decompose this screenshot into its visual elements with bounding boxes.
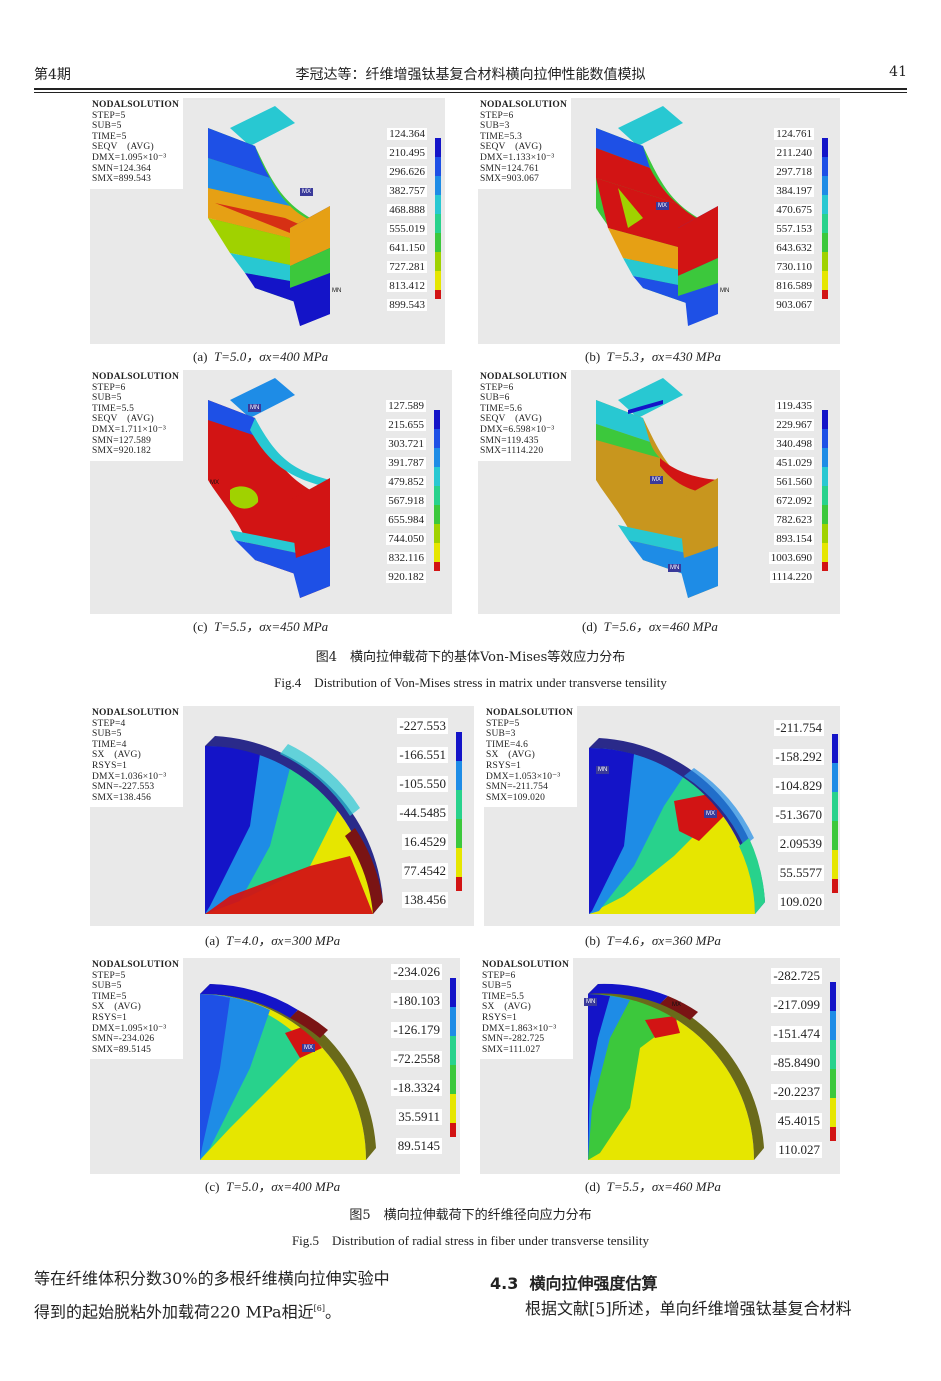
color-legend: 127.589 215.655 303.721 391.787 479.852 … — [370, 400, 440, 590]
fig4-sublabel-b: (b) T=5.3，σx=430 MPa — [585, 349, 721, 364]
fiber-contour-plot — [588, 983, 764, 1160]
fig4-sublabel-d: (d) T=5.6，σx=460 MPa — [582, 619, 718, 634]
result-info-box: NODALSOLUTION STEP=6 SUB=5 TIME=5.5 SX (AV… — [480, 958, 574, 1060]
fig5-panel-d: NODALSOLUTION STEP=6 SUB=5 TIME=5.5 SX (AV… — [480, 958, 840, 1174]
result-info-box: NODALSOLUTION STEP=4 SUB=5 TIME=4 SX (AVG)… — [90, 706, 184, 808]
citation: [6] — [313, 1304, 325, 1313]
min-marker: MN — [584, 998, 598, 1006]
min-marker: MN — [332, 288, 342, 294]
min-marker: MN — [596, 766, 610, 774]
fig4-caption-cn: 图4 横向拉伸载荷下的基体Von-Mises等效应力分布 — [315, 650, 626, 665]
fig5-sublabel-a: (a) T=4.0，σx=300 MPa — [205, 933, 341, 948]
matrix-contour-plot — [208, 106, 330, 326]
result-info-box: NODALSOLUTION STEP=6 SUB=5 TIME=5.5 SEQV (… — [90, 370, 184, 461]
body-text-right-1: 根据文献[5]所述，单向纤维增强钛基复合材料 — [525, 1299, 852, 1318]
color-legend: -282.725 -217.099 -151.474 -85.8490 -20.… — [756, 968, 836, 1171]
body-text-left-1: 等在纤维体积分数30%的多根纤维横向拉伸实验中 — [34, 1269, 390, 1288]
fig5-sublabel-b: (b) T=4.6，σx=360 MPa — [585, 933, 721, 948]
issue-number: 第4期 — [34, 67, 71, 83]
fig5-panel-b: NODALSOLUTION STEP=5 SUB=3 TIME=4.6 SX (AV… — [484, 706, 840, 926]
header-rule — [34, 88, 907, 90]
fiber-contour-plot — [205, 736, 383, 914]
color-legend: -211.754 -158.292 -104.829 -51.3670 2.09… — [748, 720, 838, 923]
body-text-left-2: 得到的起始脱粘外加载荷220 MPa相近[6]。 — [34, 1302, 341, 1322]
fig5-panel-c: NODALSOLUTION STEP=5 SUB=5 TIME=5 SX (AVG)… — [90, 958, 460, 1174]
min-marker: MN — [248, 404, 262, 412]
max-marker: MX — [210, 480, 219, 486]
color-legend: -234.026 -180.103 -126.179 -72.2558 -18.… — [360, 964, 456, 1167]
color-legend: 119.435 229.967 340.498 451.029 561.560 … — [758, 400, 828, 590]
fig5-caption-cn: 图5 横向拉伸载荷下的纤维径向应力分布 — [349, 1208, 592, 1223]
fig4-sublabel-a: (a) T=5.0，σx=400 MPa — [193, 349, 329, 364]
fig5-caption-en: Fig.5 Distribution of radial stress in f… — [291, 1233, 650, 1248]
matrix-contour-plot — [596, 106, 718, 326]
fiber-contour-plot — [200, 984, 376, 1160]
fig4-panel-c: NODALSOLUTION STEP=6 SUB=5 TIME=5.5 SEQV (… — [90, 370, 452, 614]
fig4-panel-d: NODALSOLUTION STEP=6 SUB=6 TIME=5.6 SEQV (… — [478, 370, 840, 614]
color-legend: 124.761 211.240 297.718 384.197 470.675 … — [758, 128, 828, 318]
max-marker: MX — [302, 1044, 315, 1052]
result-info-box: NODALSOLUTION STEP=5 SUB=5 TIME=5 SEQV (AV… — [90, 98, 184, 189]
running-header: 第4期 李冠达等：纤维增强钛基复合材料横向拉伸性能数值模拟 41 — [34, 62, 907, 84]
max-marker: MX — [650, 476, 663, 484]
result-info-box: NODALSOLUTION STEP=6 SUB=3 TIME=5.3 SEQV (… — [478, 98, 572, 189]
running-title: 李冠达等：纤维增强钛基复合材料横向拉伸性能数值模拟 — [295, 67, 646, 83]
result-info-box: NODALSOLUTION STEP=6 SUB=6 TIME=5.6 SEQV (… — [478, 370, 572, 461]
min-marker: MN — [668, 564, 682, 572]
max-marker: MX — [300, 188, 313, 196]
matrix-contour-plot — [596, 378, 718, 598]
fig4-panel-a: NODALSOLUTION STEP=5 SUB=5 TIME=5 SEQV (AV… — [90, 98, 445, 344]
max-marker: MX — [672, 1002, 681, 1008]
max-marker: MX — [704, 810, 717, 818]
matrix-contour-plot — [208, 378, 330, 598]
fig5-sublabel-c: (c) T=5.0，σx=400 MPa — [205, 1179, 341, 1194]
header-rule-thin — [34, 92, 907, 93]
fiber-contour-plot — [589, 738, 765, 914]
result-info-box: NODALSOLUTION STEP=5 SUB=3 TIME=4.6 SX (AV… — [484, 706, 578, 808]
color-legend: 124.364 210.495 296.626 382.757 468.888 … — [371, 128, 441, 318]
fig5-sublabel-d: (d) T=5.5，σx=460 MPa — [585, 1179, 721, 1194]
min-marker: MN — [720, 288, 730, 294]
fig4-sublabel-c: (c) T=5.5，σx=450 MPa — [193, 619, 329, 634]
fig5-panel-a: NODALSOLUTION STEP=4 SUB=5 TIME=4 SX (AVG)… — [90, 706, 474, 926]
result-info-box: NODALSOLUTION STEP=5 SUB=5 TIME=5 SX (AVG)… — [90, 958, 184, 1060]
page-number: 41 — [889, 64, 907, 80]
fig4-panel-b: NODALSOLUTION STEP=6 SUB=3 TIME=5.3 SEQV (… — [478, 98, 840, 344]
fig4-caption-en: Fig.4 Distribution of Von-Mises stress i… — [274, 675, 667, 690]
color-legend: -227.553 -166.551 -105.550 -44.5485 16.4… — [370, 718, 462, 921]
max-marker: MX — [656, 202, 669, 210]
section-heading: 4.3 横向拉伸强度估算 — [490, 1274, 658, 1293]
